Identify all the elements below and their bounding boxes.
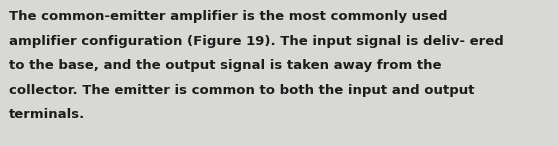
Text: amplifier configuration (Figure 19). The input signal is deliv- ered: amplifier configuration (Figure 19). The… xyxy=(9,35,504,48)
Text: The common-emitter amplifier is the most commonly used: The common-emitter amplifier is the most… xyxy=(9,10,448,23)
Text: terminals.: terminals. xyxy=(9,108,85,121)
Text: collector. The emitter is common to both the input and output: collector. The emitter is common to both… xyxy=(9,84,474,97)
Text: to the base, and the output signal is taken away from the: to the base, and the output signal is ta… xyxy=(9,59,441,72)
